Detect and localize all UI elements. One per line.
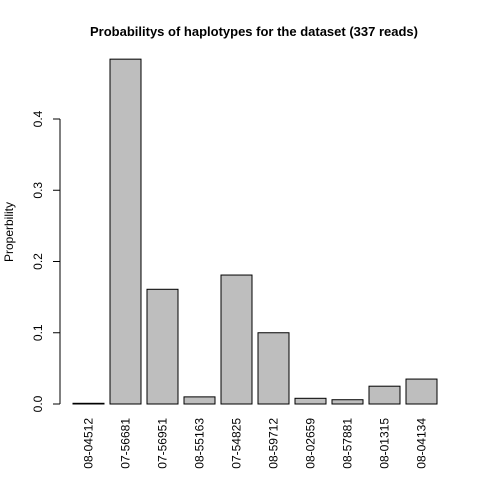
x-tick-label: 08-04134 <box>415 418 429 469</box>
y-tick-label: 0.0 <box>31 395 45 412</box>
y-tick-label: 0.2 <box>31 253 45 270</box>
bar <box>257 332 290 405</box>
y-tick-label: 0.1 <box>31 324 45 341</box>
bar <box>368 385 401 405</box>
y-axis-label: Properbility <box>2 202 16 262</box>
x-tick-label: 08-04512 <box>82 418 96 469</box>
x-tick-label: 08-57881 <box>341 418 355 469</box>
bar <box>294 397 327 405</box>
x-tick-label: 08-59712 <box>267 418 281 469</box>
x-tick-label: 07-56951 <box>156 418 170 469</box>
bar <box>146 288 179 405</box>
y-tick-label: 0.4 <box>31 110 45 127</box>
bar <box>405 378 438 405</box>
bar <box>109 58 142 405</box>
x-tick-label: 08-55163 <box>193 418 207 469</box>
chart-title: Probabilitys of haplotypes for the datas… <box>90 24 418 39</box>
bar <box>220 274 253 405</box>
y-tick-label: 0.3 <box>31 182 45 199</box>
x-tick-label: 07-54825 <box>230 418 244 469</box>
bar <box>331 399 364 405</box>
x-tick-label: 07-56681 <box>119 418 133 469</box>
x-tick-label: 08-01315 <box>378 418 392 469</box>
x-tick-label: 08-02659 <box>304 418 318 469</box>
bar <box>183 396 216 405</box>
bar <box>72 402 105 405</box>
